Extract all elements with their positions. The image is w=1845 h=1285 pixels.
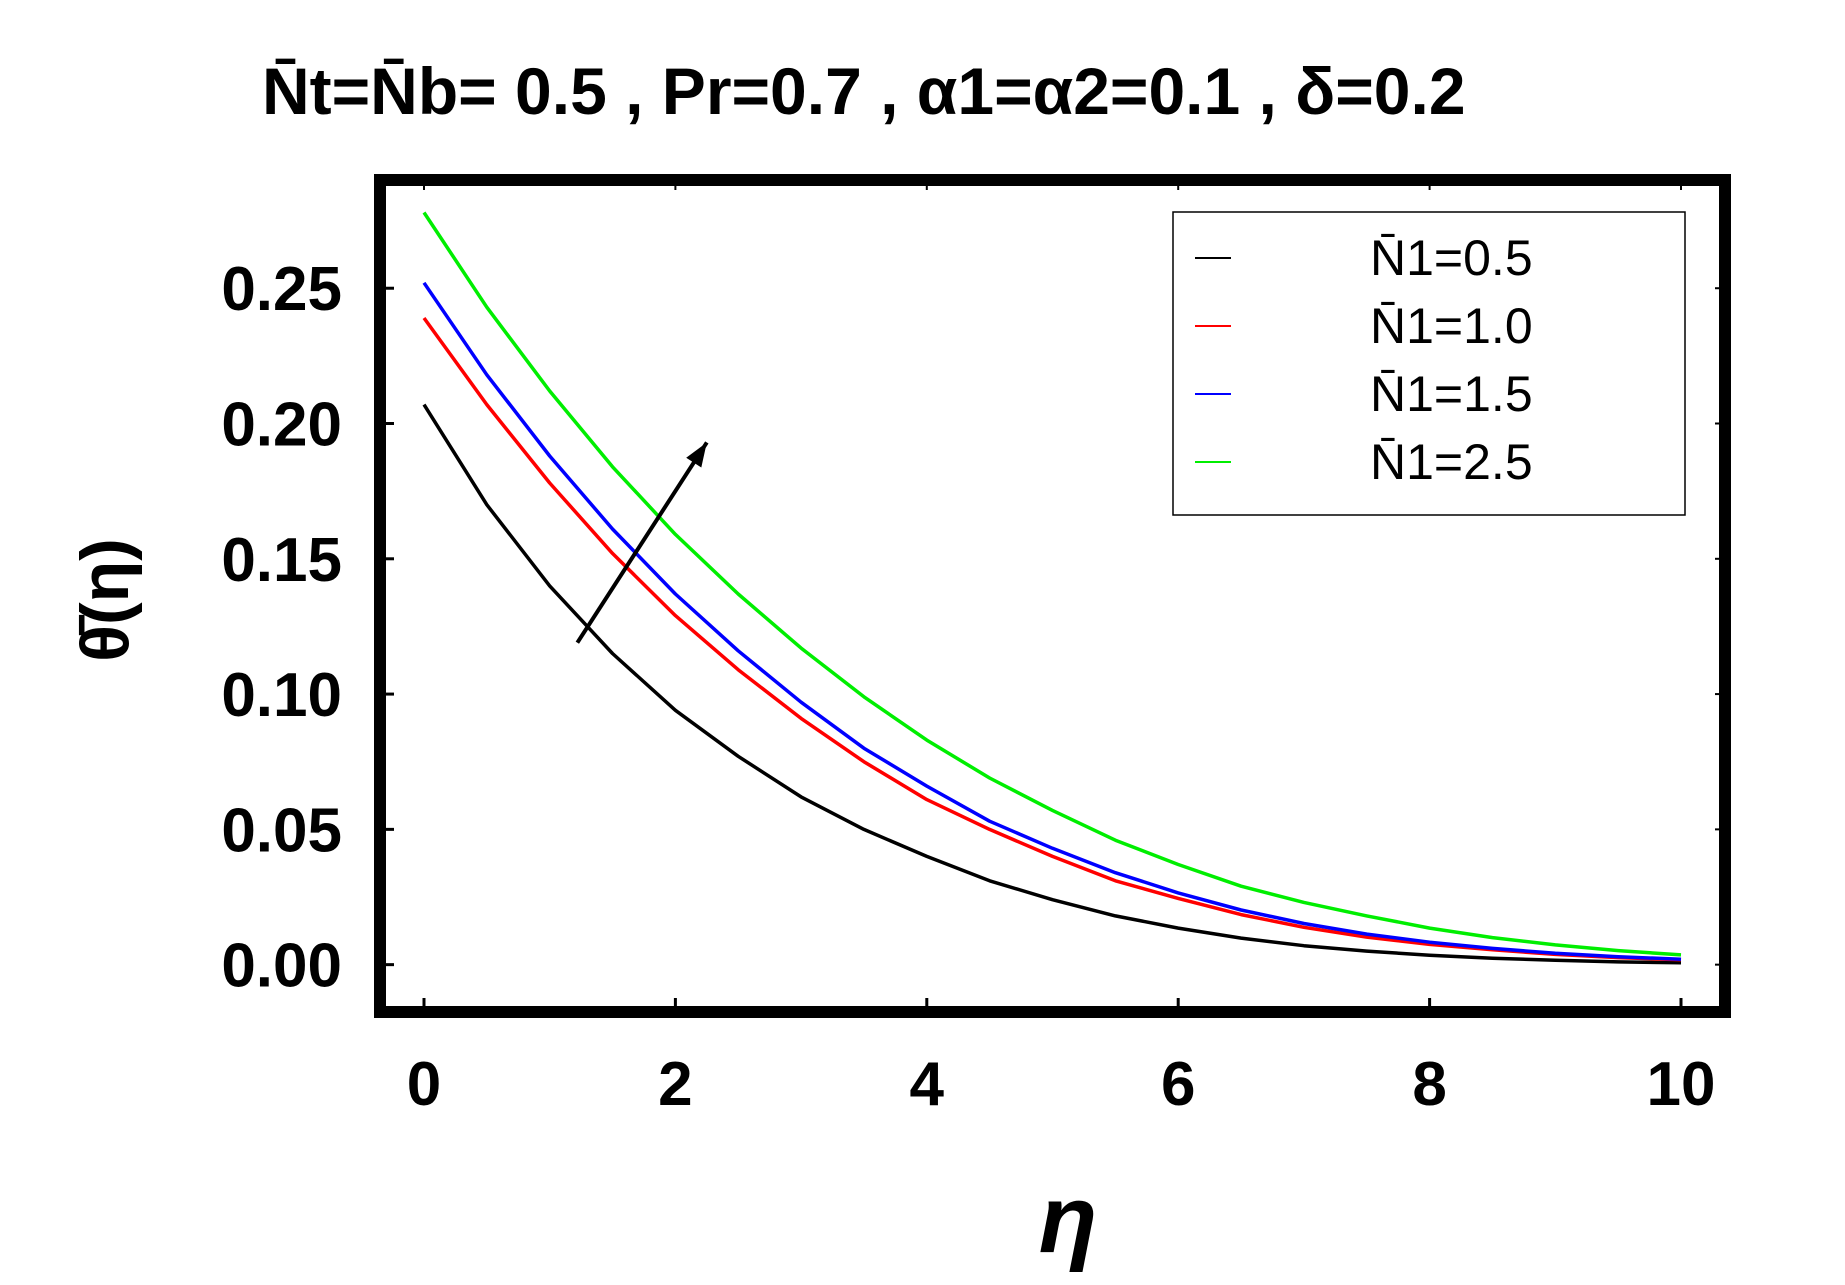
y-axis-label: θ̄(η)	[67, 538, 143, 662]
chart-title: N̄t=N̄b= 0.5 , Pr=0.7 , α1=α2=0.1 , δ=0.…	[262, 54, 1466, 128]
x-tick-label: 6	[1161, 1050, 1195, 1119]
x-axis-label: η	[1039, 1166, 1098, 1273]
y-tick-label: 0.10	[221, 661, 342, 730]
legend-label-1: N̄1=1.0	[1370, 298, 1533, 354]
x-tick-label: 10	[1647, 1050, 1716, 1119]
plot-frame	[374, 174, 1731, 1018]
annotation-arrow-shaft	[575, 441, 709, 644]
y-tick-label: 0.05	[221, 796, 342, 865]
legend-label-2: N̄1=1.5	[1370, 366, 1533, 422]
x-tick-label: 2	[658, 1050, 692, 1119]
x-tick-label: 8	[1412, 1050, 1446, 1119]
y-tick-label: 0.20	[221, 391, 342, 460]
legend: N̄1=0.5 N̄1=1.0 N̄1=1.5 N̄1=2.5	[1172, 211, 1686, 516]
legend-label-0: N̄1=0.5	[1370, 230, 1533, 286]
series-line-0	[422, 403, 1682, 965]
series-line-2	[422, 281, 1682, 961]
series-lines	[422, 211, 1682, 965]
legend-label-3: N̄1=2.5	[1370, 434, 1533, 490]
annotation-arrow-head	[686, 442, 707, 468]
legend-box	[1172, 211, 1686, 516]
y-tick-label: 0.25	[221, 255, 342, 324]
x-tick-label: 4	[910, 1050, 945, 1119]
tick-labels: 0 2 4 6 8 10 0.00 0.05 0.10 0.15 0.20 0.25	[221, 255, 1715, 1119]
series-line-3	[422, 211, 1682, 957]
x-tick-label: 0	[407, 1050, 441, 1119]
axis-ticks	[380, 180, 1725, 1012]
y-tick-label: 0.15	[221, 526, 342, 595]
annotation-layer	[575, 441, 709, 644]
legend-items: N̄1=0.5 N̄1=1.0 N̄1=1.5 N̄1=2.5	[1195, 230, 1533, 490]
y-tick-label: 0.00	[221, 932, 342, 1001]
